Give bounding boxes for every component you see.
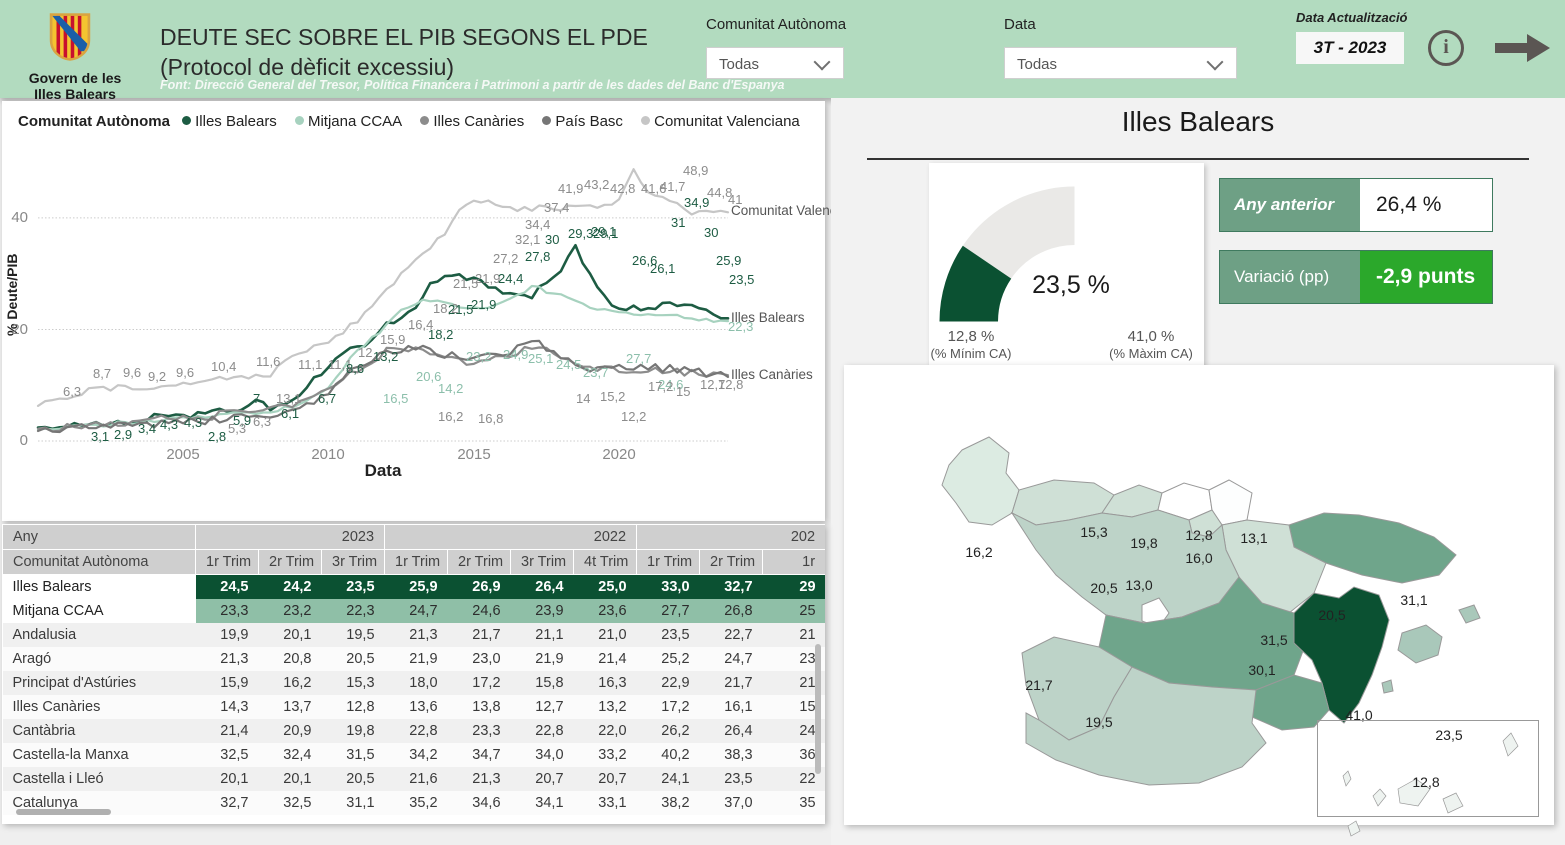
svg-text:14: 14 (576, 391, 590, 406)
svg-text:13,1: 13,1 (276, 391, 301, 406)
svg-text:6,7: 6,7 (318, 391, 336, 406)
svg-text:27,2: 27,2 (493, 251, 518, 266)
svg-text:16,2: 16,2 (965, 544, 992, 560)
svg-text:6,3: 6,3 (63, 384, 81, 399)
svg-text:30: 30 (545, 232, 559, 247)
svg-text:29,1: 29,1 (591, 224, 616, 239)
svg-text:32,1: 32,1 (515, 232, 540, 247)
svg-text:2005: 2005 (166, 446, 199, 463)
svg-text:37,4: 37,4 (544, 200, 569, 215)
svg-text:11,1: 11,1 (298, 357, 322, 372)
svg-text:31: 31 (671, 215, 685, 230)
svg-text:21,7: 21,7 (1025, 677, 1052, 693)
svg-text:42,8: 42,8 (610, 181, 635, 196)
svg-text:34,4: 34,4 (525, 217, 550, 232)
svg-text:31,5: 31,5 (1260, 632, 1287, 648)
svg-text:19,8: 19,8 (1130, 535, 1157, 551)
svg-text:41,9: 41,9 (558, 181, 583, 196)
svg-text:0: 0 (20, 432, 28, 449)
svg-text:23,2: 23,2 (466, 349, 491, 364)
svg-text:9,6: 9,6 (123, 365, 141, 380)
svg-text:16,2: 16,2 (438, 409, 463, 424)
svg-text:2,8: 2,8 (208, 429, 226, 444)
svg-text:21,9: 21,9 (471, 297, 496, 312)
svg-text:6,3: 6,3 (253, 414, 271, 429)
svg-text:14,2: 14,2 (438, 381, 463, 396)
svg-text:24,4: 24,4 (498, 271, 523, 286)
svg-text:16,5: 16,5 (383, 391, 408, 406)
svg-text:Data: Data (365, 461, 402, 480)
svg-text:12,8: 12,8 (1412, 774, 1439, 790)
svg-text:30: 30 (704, 225, 718, 240)
svg-text:3,1: 3,1 (91, 429, 109, 444)
svg-text:4,3: 4,3 (184, 415, 202, 430)
svg-text:43,2: 43,2 (584, 177, 609, 192)
svg-text:25,1: 25,1 (528, 351, 553, 366)
svg-text:9,6: 9,6 (176, 365, 194, 380)
svg-text:24,9: 24,9 (503, 347, 528, 362)
svg-text:27,7: 27,7 (626, 351, 651, 366)
svg-text:16,8: 16,8 (478, 411, 503, 426)
svg-text:7: 7 (253, 391, 260, 406)
svg-text:10,4: 10,4 (211, 359, 236, 374)
svg-text:48,9: 48,9 (683, 163, 708, 178)
svg-text:15: 15 (676, 384, 690, 399)
svg-text:34,9: 34,9 (684, 195, 709, 210)
svg-text:9,2: 9,2 (148, 369, 166, 384)
svg-text:16,0: 16,0 (1185, 550, 1212, 566)
svg-text:15,9: 15,9 (380, 332, 405, 347)
svg-text:41: 41 (728, 192, 742, 207)
svg-text:24,5: 24,5 (556, 357, 581, 372)
svg-text:22,3: 22,3 (728, 319, 753, 334)
svg-text:8,6: 8,6 (346, 361, 364, 376)
svg-text:27,8: 27,8 (525, 249, 550, 264)
svg-text:12: 12 (358, 345, 372, 360)
svg-text:2020: 2020 (602, 446, 635, 463)
svg-text:3,4: 3,4 (138, 421, 156, 436)
svg-text:17,2: 17,2 (648, 379, 673, 394)
svg-text:8,7: 8,7 (93, 366, 111, 381)
svg-text:12,8: 12,8 (718, 377, 743, 392)
svg-text:41,7: 41,7 (660, 179, 685, 194)
svg-text:2015: 2015 (457, 446, 490, 463)
svg-text:13,0: 13,0 (1125, 577, 1152, 593)
svg-text:31,1: 31,1 (1400, 592, 1427, 608)
svg-text:4,3: 4,3 (160, 417, 178, 432)
svg-text:21,5: 21,5 (448, 302, 473, 317)
svg-text:19,5: 19,5 (1085, 714, 1112, 730)
svg-text:25,9: 25,9 (716, 253, 741, 268)
svg-text:23,7: 23,7 (583, 365, 608, 380)
svg-text:40: 40 (11, 209, 28, 226)
svg-text:30,1: 30,1 (1248, 662, 1275, 678)
svg-text:20: 20 (11, 321, 28, 338)
svg-text:12,2: 12,2 (621, 409, 646, 424)
svg-text:6,1: 6,1 (281, 406, 299, 421)
svg-text:2010: 2010 (311, 446, 344, 463)
svg-text:18,2: 18,2 (428, 327, 453, 342)
svg-text:21,9: 21,9 (475, 271, 500, 286)
svg-text:29,3: 29,3 (568, 226, 593, 241)
svg-text:20,5: 20,5 (1090, 580, 1117, 596)
svg-text:26,1: 26,1 (650, 261, 675, 276)
svg-text:11,6: 11,6 (256, 354, 280, 369)
svg-text:12,8: 12,8 (1185, 527, 1212, 543)
svg-text:13,2: 13,2 (373, 349, 398, 364)
svg-text:20,5: 20,5 (1318, 607, 1345, 623)
svg-text:5,3: 5,3 (228, 421, 246, 436)
svg-text:15,3: 15,3 (1080, 524, 1107, 540)
svg-text:2,9: 2,9 (114, 427, 132, 442)
svg-text:13,1: 13,1 (1240, 530, 1267, 546)
svg-text:15,2: 15,2 (600, 389, 625, 404)
svg-text:23,5: 23,5 (729, 272, 754, 287)
